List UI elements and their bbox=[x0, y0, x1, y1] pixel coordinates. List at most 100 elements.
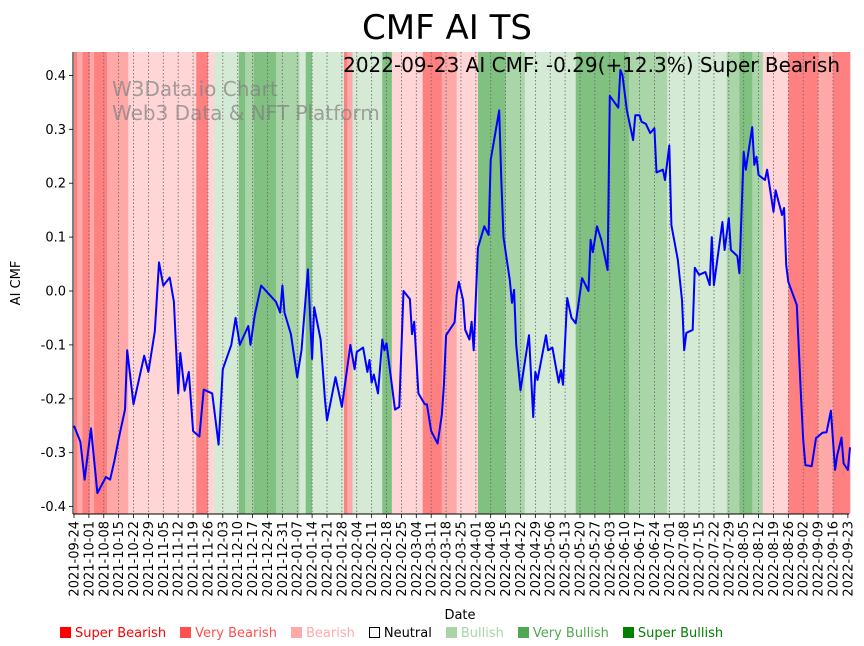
legend-item-super-bearish: Super Bearish bbox=[60, 626, 166, 644]
x-tick-label: 2022-04-01 bbox=[469, 521, 484, 597]
x-tick-label: 2021-10-01 bbox=[82, 521, 97, 597]
x-tick-label: 2022-01-07 bbox=[291, 521, 306, 597]
legend-swatch bbox=[290, 627, 302, 638]
x-tick-label: 2022-08-05 bbox=[737, 521, 752, 597]
y-tick-label: 0.0 bbox=[45, 285, 66, 300]
ai-cmf-line bbox=[73, 69, 851, 495]
y-axis-label: AI CMF bbox=[9, 261, 24, 306]
band-bullish bbox=[299, 52, 307, 514]
x-tick-label: 2022-02-25 bbox=[395, 521, 410, 597]
x-tick-label: 2022-01-21 bbox=[320, 521, 335, 597]
latest-value-annotation: 2022-09-23 AI CMF: -0.29(+12.3%) Super B… bbox=[343, 53, 840, 77]
legend-label: Super Bearish bbox=[75, 626, 167, 641]
x-tick-label: 2022-09-16 bbox=[826, 521, 841, 597]
legend-label: Very Bearish bbox=[195, 626, 277, 641]
legend-label: Bearish bbox=[305, 626, 355, 641]
band-super-bullish bbox=[477, 52, 506, 514]
x-tick-label: 2022-01-14 bbox=[306, 521, 321, 597]
x-tick-label: 2022-06-10 bbox=[618, 521, 633, 597]
x-tick-label: 2022-03-25 bbox=[454, 521, 469, 597]
x-tick-label: 2022-04-29 bbox=[529, 521, 544, 597]
legend-swatch bbox=[445, 627, 457, 638]
x-tick-label: 2022-02-04 bbox=[350, 521, 365, 597]
legend-swatch bbox=[517, 627, 529, 638]
regime-bands bbox=[74, 52, 851, 514]
x-tick-label: 2022-09-23 bbox=[841, 521, 856, 597]
x-tick-label: 2022-04-22 bbox=[514, 521, 529, 597]
x-tick-label: 2022-05-06 bbox=[544, 521, 559, 597]
band-super-bullish bbox=[253, 52, 277, 514]
band-bearish bbox=[207, 52, 215, 514]
watermark-line-2: Web3 Data & NFT Platform bbox=[112, 101, 380, 125]
band-super-bearish bbox=[344, 52, 348, 514]
band-super-bearish bbox=[74, 52, 78, 514]
series-line bbox=[73, 69, 851, 495]
y-tick-label: -0.1 bbox=[41, 338, 66, 353]
x-tick-label: 2021-12-31 bbox=[276, 521, 291, 597]
x-tick-label: 2022-02-18 bbox=[380, 521, 395, 597]
x-tick-label: 2021-11-26 bbox=[201, 521, 216, 597]
x-tick-label: 2022-08-26 bbox=[782, 521, 797, 597]
axes: 2021-09-24 2021-10-01 2021-10-08 2021-10-15… bbox=[41, 52, 856, 597]
x-tick-label: 2022-08-19 bbox=[767, 521, 782, 597]
x-tick-label: 2022-06-03 bbox=[603, 521, 618, 597]
band-very-bullish bbox=[505, 52, 526, 514]
x-tick-label: 2022-03-11 bbox=[425, 521, 440, 597]
legend-swatch bbox=[368, 627, 380, 638]
y-tick-label: -0.2 bbox=[41, 392, 66, 407]
band-very-bullish bbox=[245, 52, 254, 514]
band-super-bearish bbox=[82, 52, 91, 514]
x-tick-label: 2022-07-29 bbox=[722, 521, 737, 597]
x-tick-label: 2021-10-29 bbox=[142, 521, 157, 597]
y-tick-label: 0.3 bbox=[45, 123, 66, 138]
band-very-bullish bbox=[275, 52, 300, 514]
x-tick-label: 2022-05-27 bbox=[588, 521, 603, 597]
x-tick-label: 2022-05-20 bbox=[573, 521, 588, 597]
band-super-bearish bbox=[94, 52, 108, 514]
band-bearish bbox=[391, 52, 423, 514]
x-tick-label: 2022-06-24 bbox=[648, 521, 663, 597]
band-very-bearish bbox=[818, 52, 834, 514]
legend-swatch bbox=[180, 627, 192, 638]
x-tick-label: 2022-04-08 bbox=[484, 521, 499, 597]
x-tick-label: 2022-03-18 bbox=[440, 521, 455, 597]
legend-item-bullish: Bullish bbox=[445, 626, 504, 644]
y-tick-label: 0.4 bbox=[45, 69, 66, 84]
x-tick-label: 2022-09-02 bbox=[797, 521, 812, 597]
x-tick-label: 2022-06-17 bbox=[633, 521, 648, 597]
x-tick-label: 2022-01-28 bbox=[335, 521, 350, 597]
legend: Super Bearish Very Bearish Bearish Neutral B… bbox=[60, 626, 860, 644]
legend-item-very-bearish: Very Bearish bbox=[180, 626, 277, 644]
x-tick-label: 2021-10-22 bbox=[127, 521, 142, 597]
legend-label: Very Bullish bbox=[532, 626, 609, 641]
x-tick-label: 2022-07-08 bbox=[678, 521, 693, 597]
y-tick-label: -0.3 bbox=[41, 446, 66, 461]
x-axis-label: Date bbox=[444, 608, 475, 623]
band-super-bearish bbox=[422, 52, 443, 514]
band-super-bearish bbox=[832, 52, 851, 514]
band-very-bearish bbox=[77, 52, 83, 514]
band-super-bullish bbox=[382, 52, 393, 514]
y-tick-label: -0.4 bbox=[41, 500, 66, 515]
x-tick-label: 2021-10-08 bbox=[97, 521, 112, 597]
band-very-bullish bbox=[752, 52, 764, 514]
x-tick-label: 2022-07-22 bbox=[707, 521, 722, 597]
x-tick-label: 2022-02-11 bbox=[365, 521, 380, 597]
x-tick-label: 2022-04-15 bbox=[499, 521, 514, 597]
x-tick-label: 2021-11-19 bbox=[187, 521, 202, 597]
x-tick-label: 2022-07-01 bbox=[663, 521, 678, 597]
legend-item-very-bullish: Very Bullish bbox=[517, 626, 609, 644]
chart-title: CMF AI TS bbox=[362, 8, 532, 48]
y-tick-label: 0.2 bbox=[45, 177, 66, 192]
legend-label: Neutral bbox=[383, 626, 432, 641]
legend-label: Super Bullish bbox=[637, 626, 724, 641]
watermark: W3Data.io Chart Web3 Data & NFT Platform bbox=[112, 77, 380, 125]
band-super-bearish bbox=[196, 52, 209, 514]
band-bearish bbox=[762, 52, 789, 514]
band-super-bullish bbox=[238, 52, 246, 514]
band-very-bullish bbox=[726, 52, 740, 514]
legend-swatch bbox=[622, 627, 634, 638]
band-bearish bbox=[456, 52, 479, 514]
x-tick-label: 2022-05-13 bbox=[559, 521, 574, 597]
